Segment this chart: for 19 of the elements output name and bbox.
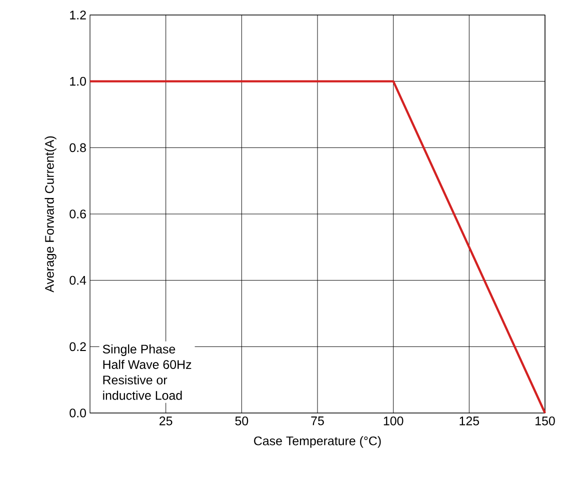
annotation: Half Wave 60Hz [103,360,192,369]
y-tick-label: 0.2 [70,342,86,352]
x-tick-label: 25 [160,416,172,426]
x-tick-label: 150 [536,416,555,426]
y-tick-label: 1.2 [70,10,86,20]
annotation: Single Phase [102,344,176,356]
y-tick-label: 1.0 [70,76,86,86]
x-axis-title: Case Temperature (°C) [254,436,381,448]
x-tick-label: 75 [311,416,324,426]
y-tick-label: 0.8 [70,143,86,152]
x-tick-label: 125 [460,416,480,426]
annotation: Resistive or [103,375,168,384]
y-axis-title: Average Forward Current(A) [44,136,56,292]
y-tick-label: 0.0 [70,408,86,418]
x-tick-label: 100 [384,416,404,426]
x-tick-label: 50 [235,416,248,426]
y-tick-label: 0.6 [70,210,86,218]
y-tick-label: 0.4 [70,276,86,285]
annotation: inductive Load [103,390,182,400]
